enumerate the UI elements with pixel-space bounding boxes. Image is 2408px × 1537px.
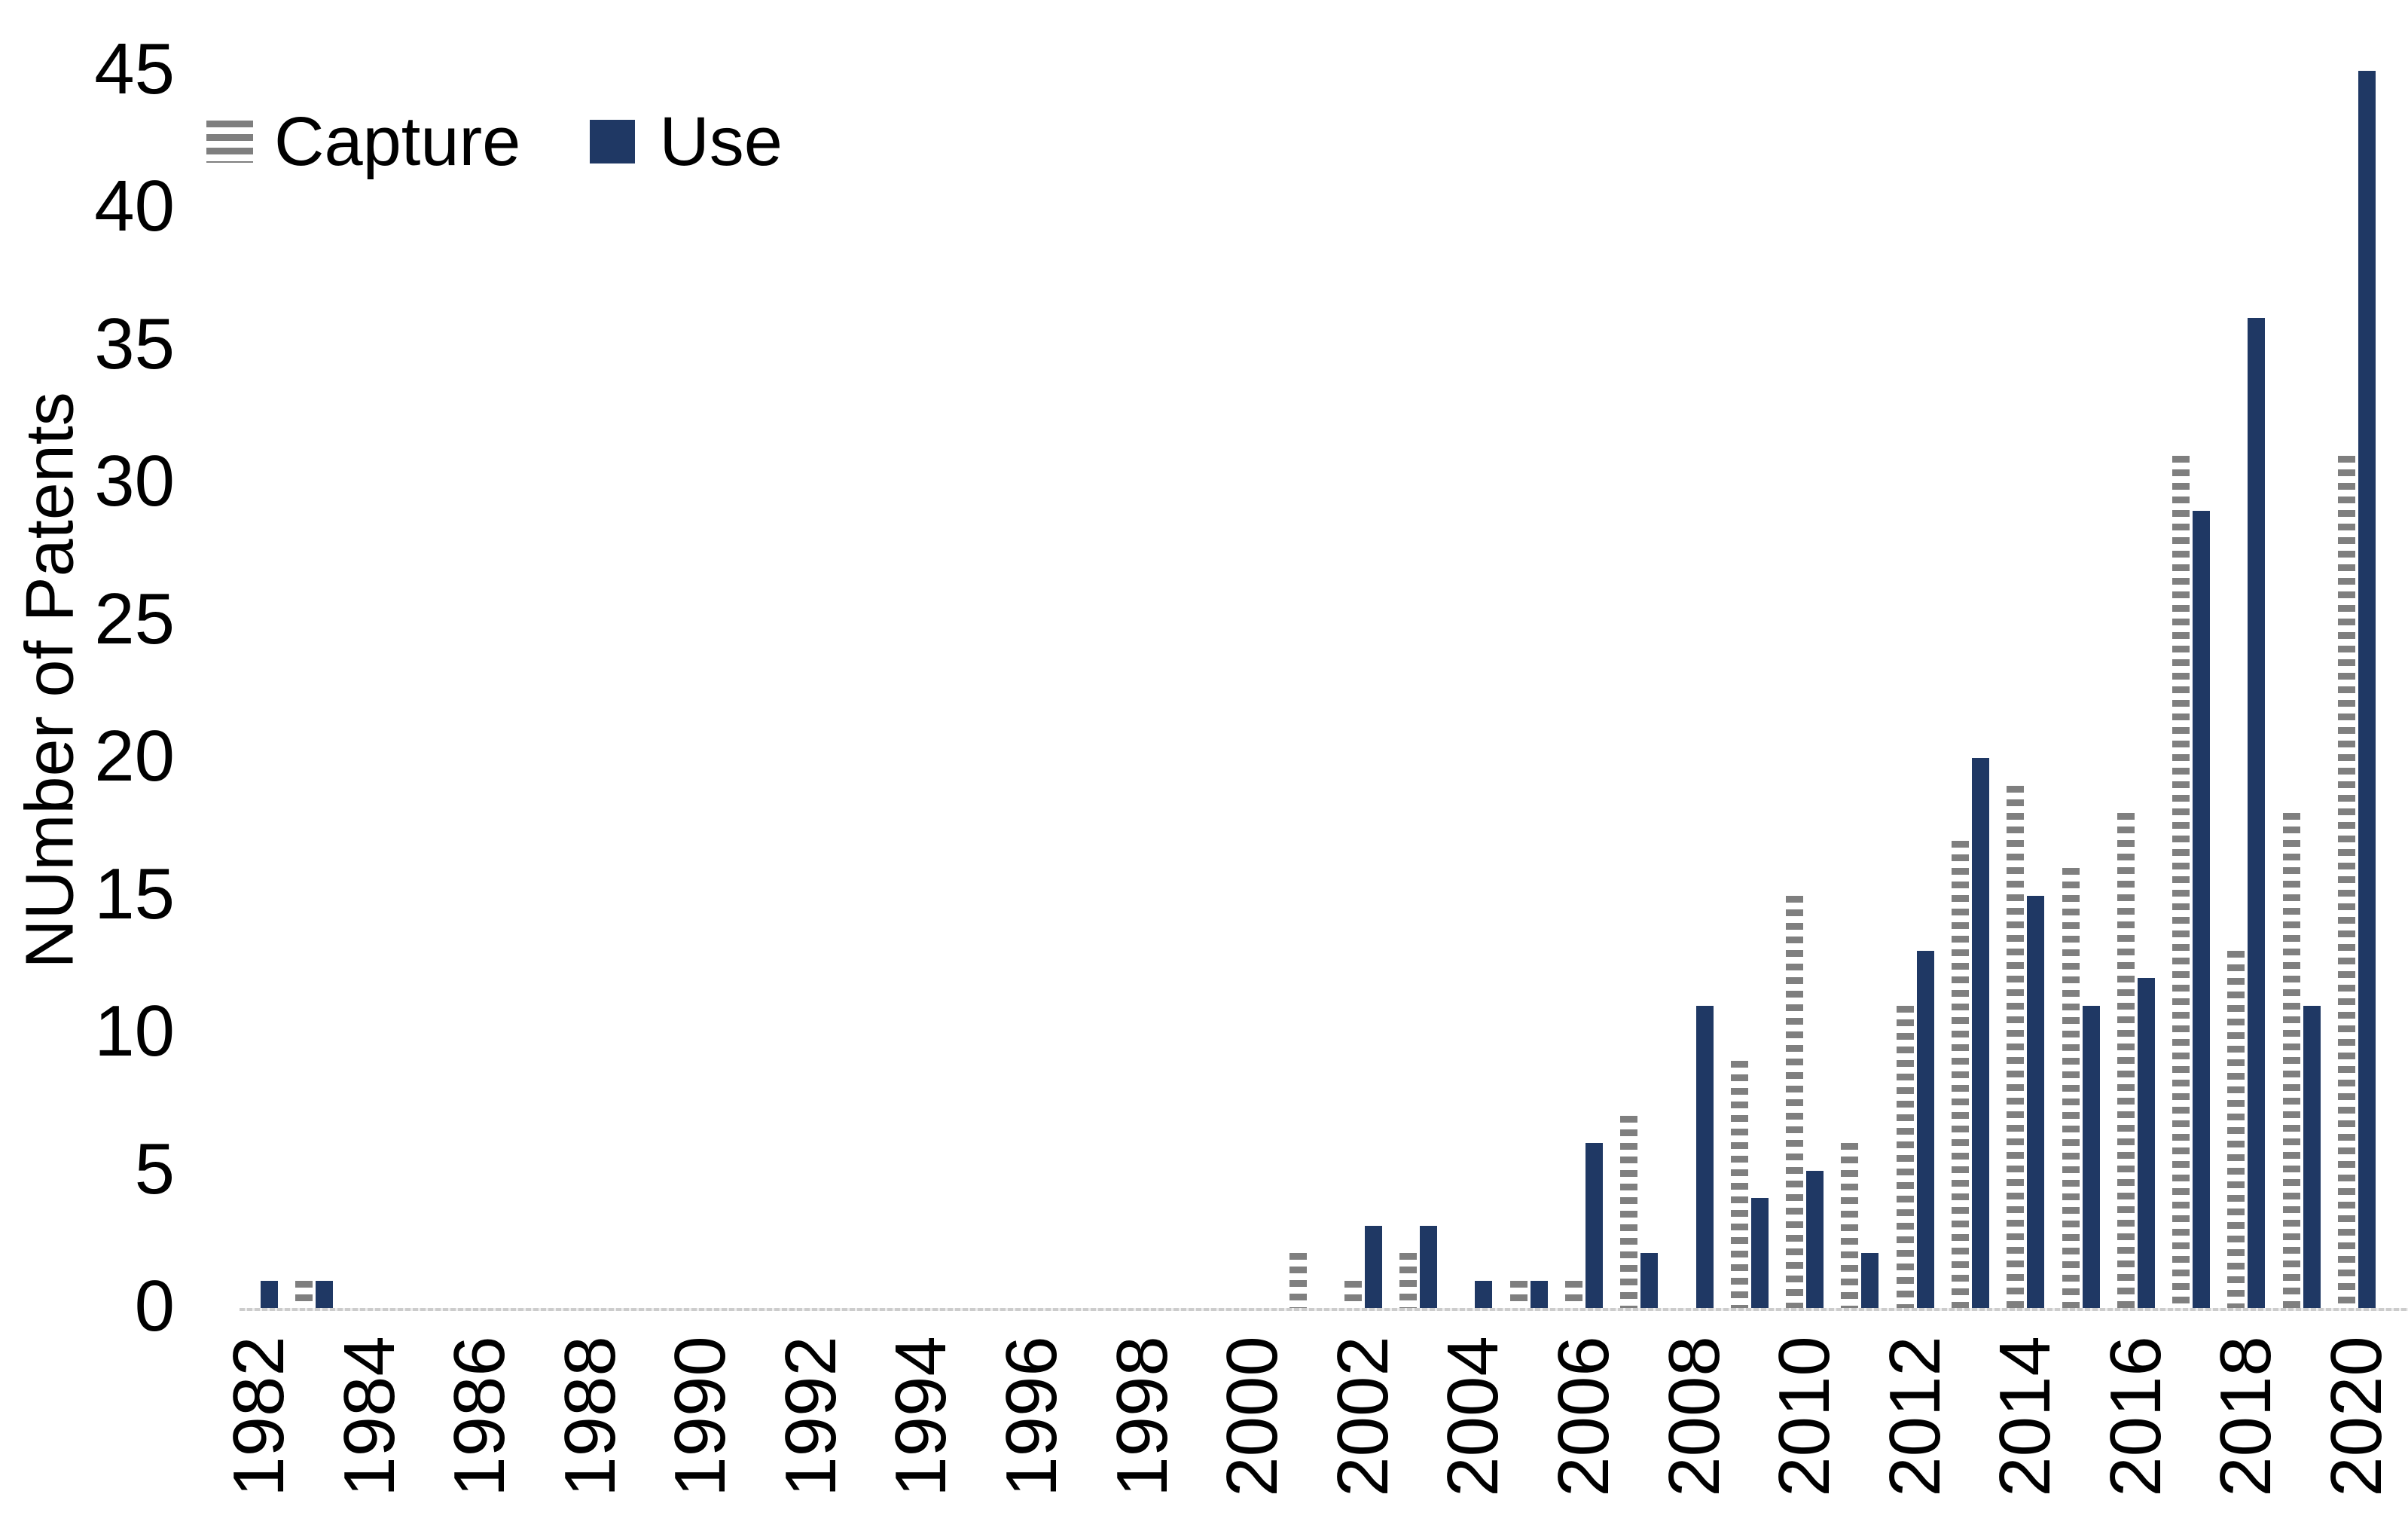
bar-use-2010	[1806, 1170, 1824, 1308]
legend-use-label: Use	[659, 103, 783, 180]
y-tick-20: 20	[94, 716, 175, 797]
x-tick-1994: 1994	[880, 1336, 962, 1497]
bar-use-2016	[2137, 978, 2155, 1308]
legend-capture-label: Capture	[274, 103, 521, 180]
bar-use-1982	[261, 1280, 278, 1308]
bar-capture-2018	[2227, 950, 2245, 1308]
bar-use-2014	[2027, 895, 2045, 1308]
x-tick-1982: 1982	[218, 1336, 299, 1497]
x-tick-2010: 2010	[1764, 1336, 1845, 1497]
x-tick-2008: 2008	[1653, 1336, 1735, 1497]
x-tick-2004: 2004	[1433, 1336, 1514, 1497]
bar-capture-2017	[2172, 455, 2190, 1308]
y-tick-35: 35	[94, 303, 175, 384]
bar-capture-2012	[1896, 1005, 1914, 1308]
bar-use-2007	[1640, 1253, 1659, 1308]
bar-use-2011	[1861, 1253, 1879, 1308]
x-tick-1998: 1998	[1101, 1336, 1183, 1497]
bar-use-2003	[1420, 1225, 1438, 1308]
x-tick-1988: 1988	[549, 1336, 630, 1497]
legend-use-swatch-icon	[590, 120, 636, 163]
bar-capture-2007	[1620, 1115, 1638, 1308]
bar-capture-2002	[1344, 1280, 1362, 1308]
bar-use-2013	[1971, 758, 1989, 1308]
x-tick-2002: 2002	[1322, 1336, 1403, 1497]
bar-capture-2013	[1951, 840, 1969, 1308]
bar-capture-2009	[1730, 1060, 1748, 1308]
bar-use-1983	[316, 1280, 334, 1308]
x-tick-2020: 2020	[2316, 1336, 2397, 1497]
bar-capture-2005	[1509, 1280, 1528, 1308]
x-tick-2000: 2000	[1212, 1336, 1293, 1497]
bar-use-2015	[2082, 1005, 2100, 1308]
x-tick-2012: 2012	[1874, 1336, 1955, 1497]
bar-capture-2003	[1399, 1253, 1418, 1308]
bar-use-2009	[1750, 1198, 1769, 1308]
bar-use-2020	[2358, 70, 2376, 1308]
bar-capture-2014	[2007, 785, 2025, 1308]
bar-use-2019	[2303, 1005, 2321, 1308]
x-tick-1986: 1986	[439, 1336, 520, 1497]
y-tick-40: 40	[94, 166, 175, 247]
bar-capture-2015	[2062, 868, 2080, 1308]
bar-capture-2019	[2282, 813, 2300, 1308]
legend-capture-swatch-icon	[206, 121, 253, 163]
bar-use-2006	[1585, 1143, 1603, 1308]
x-tick-1984: 1984	[328, 1336, 410, 1497]
bar-use-2005	[1530, 1280, 1548, 1308]
x-tick-2014: 2014	[1985, 1336, 2066, 1497]
bar-capture-2011	[1841, 1143, 1859, 1308]
bar-use-2004	[1475, 1280, 1493, 1308]
bar-use-2018	[2248, 318, 2266, 1308]
y-tick-15: 15	[94, 853, 175, 934]
x-tick-2018: 2018	[2205, 1336, 2287, 1497]
x-axis-line	[240, 1308, 2408, 1311]
y-tick-10: 10	[94, 991, 175, 1072]
bar-use-2012	[1916, 950, 1934, 1308]
bar-use-2008	[1695, 1005, 1714, 1308]
x-tick-2006: 2006	[1543, 1336, 1624, 1497]
bar-use-2017	[2193, 510, 2211, 1308]
bar-capture-2016	[2117, 813, 2135, 1308]
bar-capture-2006	[1564, 1280, 1582, 1308]
x-tick-2016: 2016	[2095, 1336, 2176, 1497]
bar-capture-1983	[295, 1280, 313, 1308]
bar-capture-2010	[1786, 895, 1804, 1308]
y-tick-25: 25	[94, 578, 175, 659]
bar-use-2002	[1364, 1225, 1382, 1308]
bar-capture-2020	[2338, 455, 2356, 1308]
y-tick-5: 5	[134, 1128, 175, 1209]
x-tick-1996: 1996	[991, 1336, 1073, 1497]
legend: Capture Use	[206, 102, 783, 181]
y-tick-45: 45	[94, 28, 175, 109]
x-tick-1990: 1990	[660, 1336, 741, 1497]
y-tick-0: 0	[134, 1266, 175, 1347]
bar-capture-2001	[1289, 1253, 1307, 1308]
y-tick-30: 30	[94, 441, 175, 522]
x-tick-1992: 1992	[770, 1336, 851, 1497]
